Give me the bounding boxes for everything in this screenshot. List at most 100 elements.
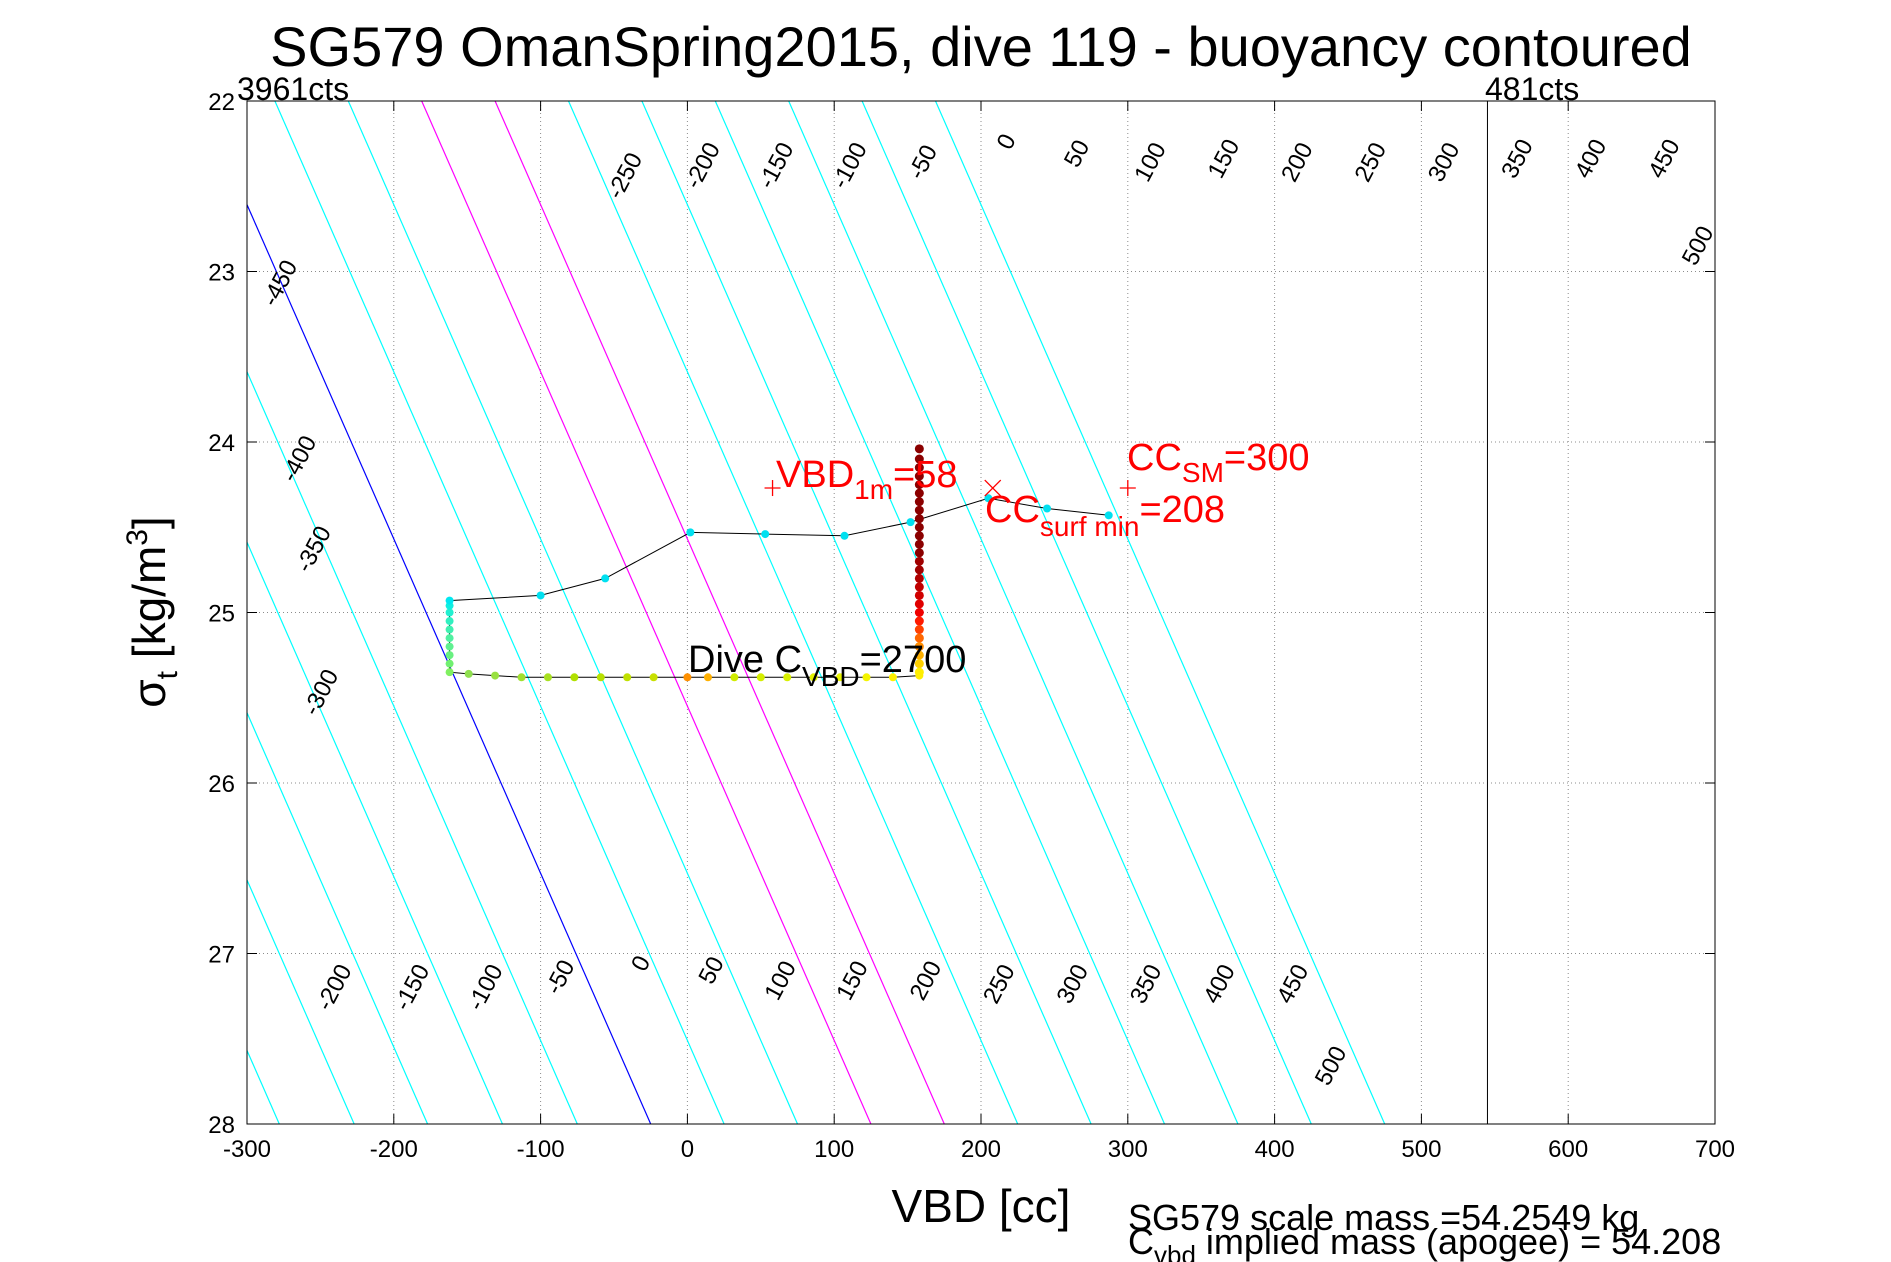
profile-point (914, 480, 924, 490)
profile-series (445, 444, 1113, 682)
profile-point (914, 488, 924, 498)
profile-point (984, 494, 993, 503)
plus-marker (764, 480, 781, 497)
x-tick-label: -100 (517, 1136, 565, 1163)
contour-line (567, 101, 1019, 1124)
profile-point (703, 673, 712, 682)
profile-point (906, 518, 915, 527)
x-axis-label: VBD [cc] (892, 1180, 1071, 1232)
profile-point (1043, 504, 1052, 513)
profile-point (445, 659, 454, 668)
profile-point (1104, 511, 1113, 520)
contour-line (861, 101, 1312, 1124)
x-tick-label: -200 (370, 1136, 418, 1163)
profile-point (914, 454, 924, 464)
x-axis-ticks: -300 -200 -100 0 100 200 300 400 500 600 700 (223, 101, 1735, 1163)
dive-cvbd-annotation: Dive CVBD=2700 (688, 639, 966, 692)
y-tick-label: 22 (208, 89, 235, 116)
profile-point (840, 531, 849, 540)
y-tick-label: 23 (208, 260, 235, 287)
y-tick-label: 27 (208, 942, 235, 969)
y-tick-label: 25 (208, 601, 235, 628)
profile-point (536, 591, 545, 600)
implied-mass-text: Cvbd implied mass (apogee) = 54.208 (1128, 1221, 1721, 1262)
x-tick-label: 300 (1108, 1136, 1148, 1163)
x-tick-label: 400 (1255, 1136, 1295, 1163)
profile-point (491, 671, 500, 680)
profile-point (445, 608, 454, 617)
contour-line (247, 878, 355, 1124)
profile-point (914, 633, 924, 643)
contour-line (714, 101, 1166, 1124)
y-tick-label: 24 (208, 430, 235, 457)
profile-point (836, 673, 845, 682)
corner-label-right: 481cts (1485, 71, 1579, 107)
profile-point (809, 673, 818, 682)
profile-point (914, 463, 924, 473)
profile-point (914, 556, 924, 566)
contour-lines (247, 101, 1386, 1124)
profile-point (914, 522, 924, 532)
profile-point (783, 673, 792, 682)
marker-stroke (984, 479, 1002, 497)
contour-line (247, 540, 503, 1124)
profile-point (914, 667, 924, 677)
profile-point (686, 528, 695, 537)
profile-point (914, 582, 924, 592)
contour-line (247, 370, 578, 1124)
profile-point (445, 634, 454, 643)
profile-point (914, 565, 924, 575)
profile-point (464, 669, 473, 678)
contour-line (347, 101, 799, 1124)
profile-point (914, 531, 924, 541)
profile-point (914, 548, 924, 558)
profile-point (756, 673, 765, 682)
cc-surf-min-annotation: CCsurf min=208 (985, 489, 1225, 542)
profile-point (914, 539, 924, 549)
profile-point (445, 642, 454, 651)
profile-point (761, 530, 770, 539)
profile-point (914, 497, 924, 507)
chart-title: SG579 OmanSpring2015, dive 119 - buoyanc… (270, 15, 1692, 78)
vbd-1m-annotation: VBD1m=58 (776, 454, 958, 505)
profile-point (601, 574, 610, 583)
y-axis-label: σt [kg/m3] (121, 516, 184, 707)
contour-line (247, 711, 429, 1124)
x-tick-label: 700 (1695, 1136, 1735, 1163)
profile-point (445, 651, 454, 660)
x-tick-label: -300 (223, 1136, 271, 1163)
profile-point (445, 625, 454, 634)
profile-point (914, 444, 924, 454)
corner-label-left: 3961cts (237, 71, 349, 107)
y-tick-label: 26 (208, 771, 235, 798)
profile-point (914, 590, 924, 600)
scale-mass-text: SG579 scale mass =54.2549 kg (1128, 1197, 1639, 1238)
profile-point (570, 673, 579, 682)
cross-marker (984, 479, 1002, 497)
contour-line (421, 101, 872, 1124)
x-tick-label: 0 (681, 1136, 694, 1163)
x-tick-label: 100 (814, 1136, 854, 1163)
profile-point (623, 673, 632, 682)
profile-point (914, 573, 924, 583)
profile-point (888, 673, 897, 682)
profile-point (543, 673, 552, 682)
x-tick-label: 500 (1401, 1136, 1441, 1163)
cc-sm-annotation: CCSM=300 (1127, 437, 1309, 488)
contour-line (641, 101, 1092, 1124)
contour-line (274, 101, 725, 1124)
profile-point (445, 617, 454, 626)
profile-point (730, 673, 739, 682)
plus-marker (1119, 480, 1136, 497)
contour-line (247, 203, 652, 1124)
reference-markers (764, 479, 1136, 497)
profile-point (445, 668, 454, 677)
profile-point (862, 673, 871, 682)
x-tick-label: 600 (1548, 1136, 1588, 1163)
profile-point (649, 673, 658, 682)
profile-point (914, 642, 924, 652)
contour-line (788, 101, 1239, 1124)
profile-point (914, 608, 924, 617)
profile-point (596, 673, 605, 682)
